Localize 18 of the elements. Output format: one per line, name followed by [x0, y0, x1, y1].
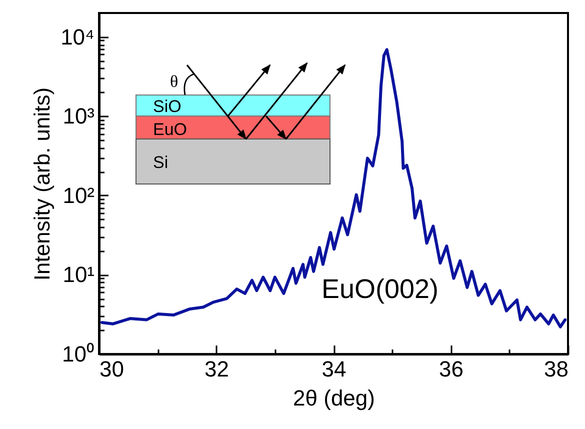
y-axis-title: Intensity (arb. units) [30, 87, 55, 281]
y-tick-label: 10² [62, 182, 94, 208]
annotation: Si [153, 153, 168, 172]
x-tick-label: 32 [204, 356, 229, 382]
y-tick-label: 10⁴ [60, 24, 94, 50]
x-tick-label: 34 [322, 356, 346, 382]
x-tick-label: 30 [100, 356, 124, 382]
annotation: EuO [153, 120, 188, 139]
annotation: θ [170, 72, 178, 91]
annotation: EuO(002) [321, 274, 439, 304]
x-axis-title: 2θ (deg) [293, 386, 375, 410]
x-tick-label: 38 [544, 356, 568, 382]
y-tick-label: 10⁰ [62, 342, 94, 366]
x-tick-label: 36 [439, 356, 464, 382]
y-tick-label: 10³ [62, 104, 94, 129]
y-tick-label: 10¹ [62, 262, 94, 288]
line-series [100, 48, 567, 328]
annotation: SiO [153, 97, 182, 116]
